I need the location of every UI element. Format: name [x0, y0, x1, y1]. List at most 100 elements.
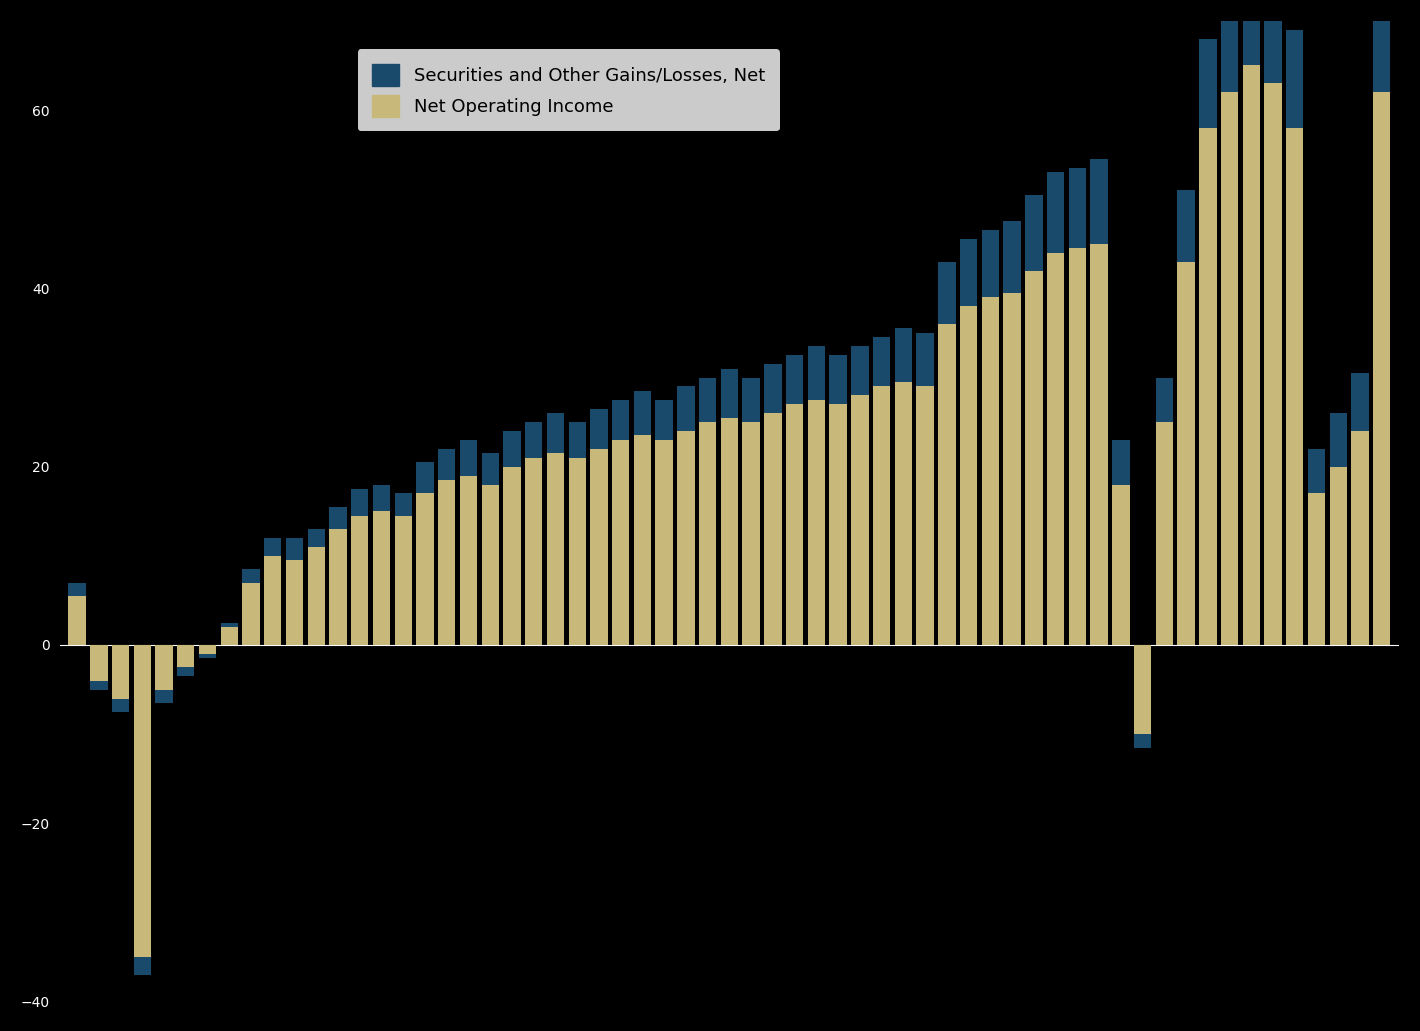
Bar [1221, 0, 1238, 92]
Bar [199, 645, 216, 654]
Bar [1047, 253, 1065, 645]
Bar [1198, 128, 1217, 645]
Bar [503, 431, 521, 467]
Bar [981, 297, 1000, 645]
Bar [873, 387, 890, 645]
Bar [1242, 65, 1260, 645]
Bar [525, 458, 542, 645]
Bar [308, 546, 325, 645]
Bar [243, 569, 260, 583]
Bar [220, 627, 239, 645]
Bar [1287, 128, 1304, 645]
Bar [1091, 243, 1108, 645]
Bar [612, 400, 629, 440]
Bar [285, 560, 304, 645]
Legend: Securities and Other Gains/Losses, Net, Net Operating Income: Securities and Other Gains/Losses, Net, … [358, 49, 780, 131]
Bar [1264, 84, 1282, 645]
Bar [89, 680, 108, 690]
Bar [329, 529, 346, 645]
Bar [1069, 248, 1086, 645]
Bar [829, 356, 846, 404]
Bar [285, 538, 304, 560]
Bar [656, 440, 673, 645]
Bar [1373, 0, 1390, 92]
Bar [1177, 191, 1194, 262]
Bar [1242, 0, 1260, 65]
Bar [481, 454, 498, 485]
Bar [699, 422, 716, 645]
Bar [1025, 270, 1042, 645]
Bar [764, 364, 781, 413]
Bar [89, 645, 108, 680]
Bar [1373, 92, 1390, 645]
Bar [525, 422, 542, 458]
Bar [677, 431, 694, 645]
Bar [939, 262, 956, 324]
Bar [1329, 413, 1348, 467]
Bar [329, 507, 346, 529]
Bar [1287, 30, 1304, 128]
Bar [481, 485, 498, 645]
Bar [1329, 467, 1348, 645]
Bar [178, 667, 195, 676]
Bar [1198, 39, 1217, 128]
Bar [1004, 222, 1021, 293]
Bar [829, 404, 846, 645]
Bar [133, 645, 151, 957]
Bar [785, 404, 804, 645]
Bar [1091, 159, 1108, 243]
Bar [373, 485, 391, 511]
Bar [721, 369, 738, 418]
Bar [112, 698, 129, 711]
Bar [68, 583, 85, 596]
Bar [503, 467, 521, 645]
Bar [1264, 0, 1282, 84]
Bar [743, 422, 760, 645]
Bar [155, 690, 173, 703]
Bar [264, 556, 281, 645]
Bar [133, 957, 151, 975]
Bar [633, 435, 652, 645]
Bar [460, 475, 477, 645]
Bar [395, 516, 412, 645]
Bar [612, 440, 629, 645]
Bar [916, 387, 934, 645]
Bar [1177, 262, 1194, 645]
Bar [264, 538, 281, 556]
Bar [808, 346, 825, 400]
Bar [568, 458, 586, 645]
Bar [656, 400, 673, 440]
Bar [568, 422, 586, 458]
Bar [633, 391, 652, 435]
Bar [1047, 172, 1065, 253]
Bar [1352, 431, 1369, 645]
Bar [1112, 440, 1129, 485]
Bar [308, 529, 325, 546]
Bar [243, 583, 260, 645]
Bar [112, 645, 129, 698]
Bar [916, 333, 934, 387]
Bar [1025, 195, 1042, 270]
Bar [981, 230, 1000, 297]
Bar [785, 356, 804, 404]
Bar [437, 480, 456, 645]
Bar [437, 448, 456, 480]
Bar [960, 239, 977, 306]
Bar [68, 596, 85, 645]
Bar [895, 381, 912, 645]
Bar [1308, 448, 1325, 494]
Bar [939, 324, 956, 645]
Bar [1135, 734, 1152, 747]
Bar [178, 645, 195, 667]
Bar [808, 400, 825, 645]
Bar [416, 494, 433, 645]
Bar [155, 645, 173, 690]
Bar [960, 306, 977, 645]
Bar [764, 413, 781, 645]
Bar [699, 377, 716, 422]
Bar [1112, 485, 1129, 645]
Bar [373, 511, 391, 645]
Bar [395, 494, 412, 516]
Bar [1156, 422, 1173, 645]
Bar [743, 377, 760, 422]
